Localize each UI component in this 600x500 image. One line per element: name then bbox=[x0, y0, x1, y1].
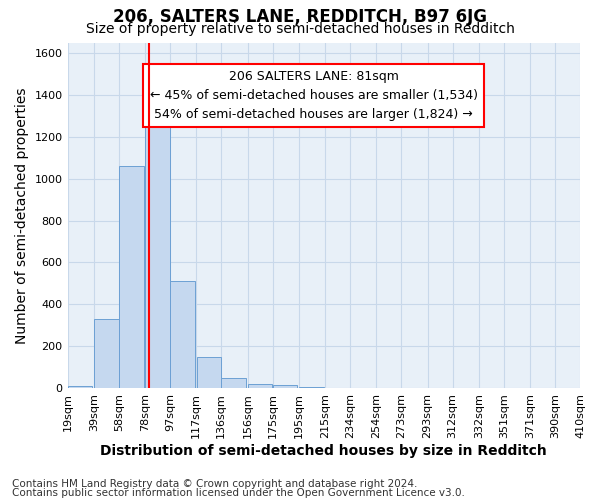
Bar bbox=[170, 282, 195, 388]
Bar bbox=[145, 116, 170, 388]
Text: 206, SALTERS LANE, REDDITCH, B97 6JG: 206, SALTERS LANE, REDDITCH, B97 6JG bbox=[113, 8, 487, 26]
Bar bbox=[273, 385, 297, 388]
Bar bbox=[94, 319, 119, 388]
Y-axis label: Number of semi-detached properties: Number of semi-detached properties bbox=[15, 87, 29, 344]
Bar bbox=[197, 356, 221, 388]
X-axis label: Distribution of semi-detached houses by size in Redditch: Distribution of semi-detached houses by … bbox=[100, 444, 547, 458]
Text: 206 SALTERS LANE: 81sqm
← 45% of semi-detached houses are smaller (1,534)
54% of: 206 SALTERS LANE: 81sqm ← 45% of semi-de… bbox=[149, 70, 478, 121]
Bar bbox=[248, 384, 272, 388]
Bar bbox=[119, 166, 143, 388]
Bar bbox=[68, 386, 92, 388]
Text: Contains public sector information licensed under the Open Government Licence v3: Contains public sector information licen… bbox=[12, 488, 465, 498]
Text: Size of property relative to semi-detached houses in Redditch: Size of property relative to semi-detach… bbox=[86, 22, 514, 36]
Text: Contains HM Land Registry data © Crown copyright and database right 2024.: Contains HM Land Registry data © Crown c… bbox=[12, 479, 418, 489]
Bar bbox=[299, 387, 323, 388]
Bar bbox=[221, 378, 246, 388]
